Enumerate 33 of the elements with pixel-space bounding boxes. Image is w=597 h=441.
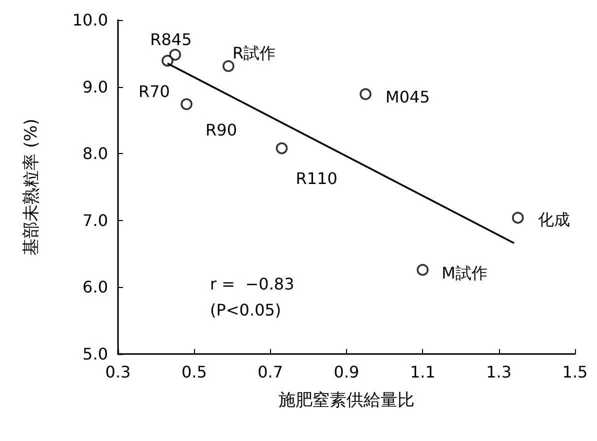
- point: [416, 264, 429, 276]
- annotation: R90: [206, 120, 238, 140]
- annotation: R70: [138, 82, 170, 102]
- y-tick-label: 6.0: [82, 278, 108, 297]
- annotation: R845: [150, 30, 192, 50]
- x-tick-label: 0.9: [334, 362, 360, 382]
- annotation: R110: [296, 168, 338, 188]
- y-tick-label: 9.0: [82, 77, 108, 96]
- x-axis-title: 施肥窒素供給量比: [278, 390, 414, 410]
- x-tick-label: 1.5: [562, 362, 588, 382]
- x-tick-label: 0.7: [258, 362, 284, 382]
- annotation: M045: [386, 88, 430, 107]
- point: [169, 48, 182, 61]
- annotation: R試作: [232, 44, 276, 63]
- y-tick-label: 5.0: [82, 344, 108, 364]
- annotation: r = −0.83: [210, 274, 294, 294]
- annotation: 化成: [538, 210, 570, 230]
- annotation: M試作: [442, 263, 488, 282]
- point: [360, 88, 372, 100]
- annotation: (P<0.05): [210, 300, 282, 320]
- x-tick-label: 1.1: [410, 362, 436, 382]
- point: [276, 142, 288, 154]
- y-tick-label: 10.0: [72, 10, 108, 30]
- y-axis-title: 基部未熟粒率 (%): [22, 118, 42, 256]
- point: [180, 98, 192, 110]
- y-tick-label: 7.0: [82, 210, 108, 230]
- x-tick-label: 1.3: [486, 362, 512, 382]
- point: [222, 60, 234, 72]
- y-tick-label: 8.0: [82, 144, 108, 164]
- x-tick-label: 0.3: [105, 362, 131, 382]
- x-tick-label: 0.5: [181, 362, 207, 382]
- point: [512, 212, 524, 224]
- point: [162, 54, 174, 67]
